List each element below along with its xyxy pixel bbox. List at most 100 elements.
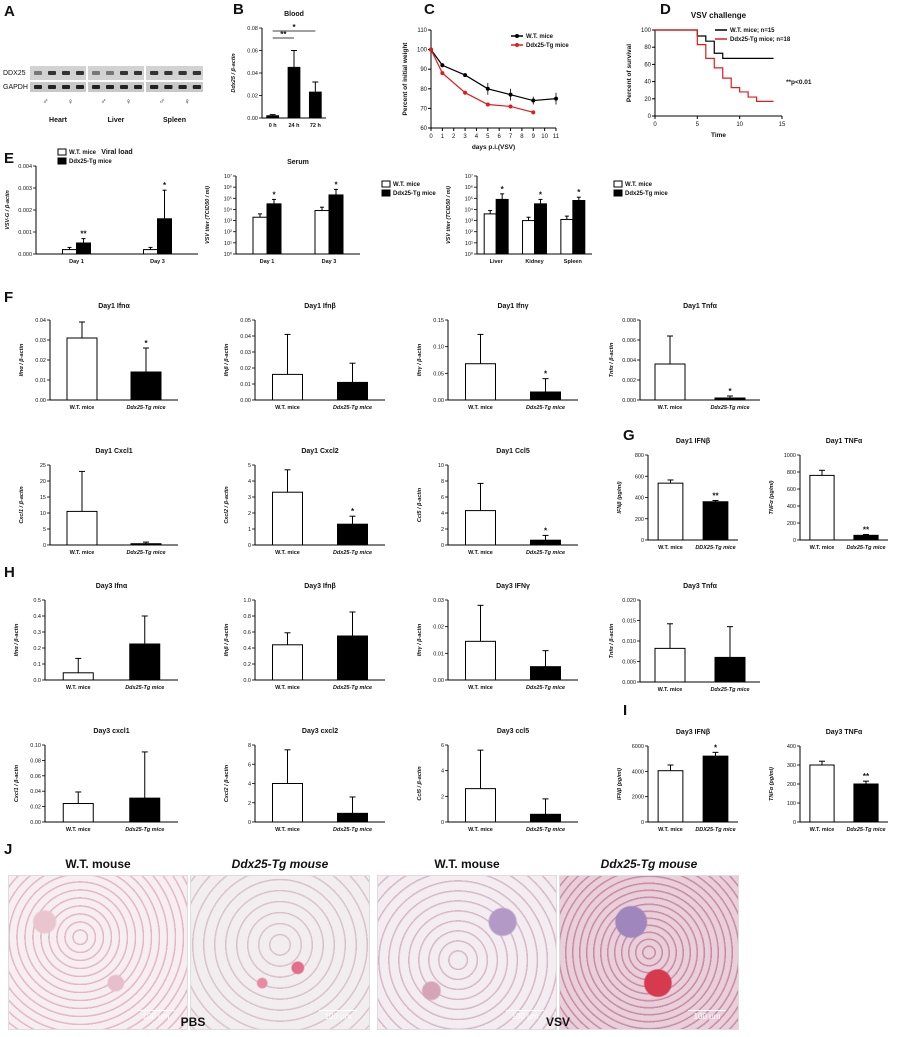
legend-swatch [613, 180, 623, 188]
histology-header: Ddx25-Tg mouse [600, 857, 698, 871]
y-tick-label: 600 [787, 487, 796, 493]
y-tick-label: 0.00 [247, 116, 258, 122]
x-axis-label: Time [711, 132, 726, 139]
y-tick-label: 0.0 [243, 678, 251, 684]
x-tick-label: 5 [696, 122, 700, 128]
legend-swatch [381, 180, 391, 188]
figure-canvas: A B C D E F G H I DDX25 GAPDH ♂ ♀ Heart ♂ ♀ Liver ♂ ♀ Splee… [3, 1, 888, 833]
panel-letter-F: F [4, 289, 13, 306]
y-tick-label: 0 [793, 820, 796, 826]
chart-F6: 0 1 2 3 4 5 Day1 Cxcl2 Cxcl2 / β-actin W.T. mice… [224, 448, 385, 556]
x-tick-label: Liver [490, 259, 504, 265]
y-tick-label: 0.4 [33, 614, 41, 620]
y-tick-label: 10⁷ [224, 173, 232, 180]
blot-lane-gapdh [146, 82, 203, 92]
y-tick-label: 2 [248, 511, 251, 517]
y-tick-label: 10⁷ [465, 173, 473, 180]
panel-letter-B: B [233, 1, 244, 18]
bar [130, 371, 162, 401]
data-point [463, 90, 468, 95]
chart-title: VSV challenge [691, 11, 747, 20]
significance-star: * [351, 507, 355, 516]
bar [483, 213, 497, 255]
y-tick-label: 0.00 [30, 820, 41, 826]
y-tick-label: 10³ [224, 219, 232, 225]
bar [314, 210, 330, 255]
male-symbol: ♂ [43, 97, 49, 106]
bar [337, 635, 368, 681]
blot-band [192, 71, 201, 75]
y-tick-label: 0.03 [240, 350, 251, 356]
x-tick-label: W.T. mice [468, 405, 493, 411]
legend-swatch [57, 157, 67, 165]
data-point [429, 47, 433, 52]
bar [809, 764, 835, 823]
y-tick-label: 10 [438, 463, 444, 469]
panel-letter-G: G [623, 427, 635, 444]
panel-letter-I: I [623, 702, 627, 719]
blot-band [48, 71, 56, 75]
bar [66, 337, 98, 401]
data-point [485, 86, 490, 91]
y-tick-label: 0.08 [247, 26, 258, 32]
chart-F7: 0 2 4 6 8 10 Day1 Ccl5 Ccl5 / β-actin W.T. mice *… [417, 448, 578, 556]
y-tick-label: 0.04 [247, 71, 258, 77]
blot-band [120, 85, 128, 89]
chart-title: Day3 cxcl1 [93, 728, 129, 735]
scale-bar: 100 μm [319, 1010, 357, 1021]
blot-lane-gapdh [30, 82, 86, 92]
y-axis-label: Ccl5 / β-actin [417, 766, 423, 801]
panel-letter-C: C [424, 1, 435, 18]
y-axis-label: VSV titer (TCID50 / ml) [205, 186, 211, 244]
data-point [440, 71, 445, 76]
y-tick-label: 2 [441, 527, 444, 533]
x-tick-label: W.T. mice [70, 550, 95, 556]
y-tick-label: 10⁰ [465, 251, 474, 258]
y-axis-label: Percent of survival [626, 44, 633, 102]
chart-title: Serum [287, 159, 309, 166]
bar [337, 523, 368, 546]
bar [853, 783, 879, 823]
x-tick-label: Ddx25-Tg mice [333, 550, 372, 556]
y-tick-label: 0.02 [247, 94, 258, 100]
data-point [485, 102, 490, 107]
chart-H3: 0.00 0.01 0.02 0.03 Day3 IFNγ Ifnγ / β-actin W… [417, 583, 578, 691]
histology-image: 100 μm [559, 875, 739, 1030]
y-tick-label: 0.020 [622, 598, 636, 604]
y-tick-label: 4 [441, 769, 444, 775]
y-tick-label: 0.8 [243, 614, 251, 620]
bar [572, 200, 586, 255]
x-tick-label: Ddx25-Tg mice [333, 827, 372, 833]
blot-band [150, 71, 159, 75]
blot-band [62, 85, 70, 89]
legend-swatch [613, 189, 623, 197]
bar [337, 812, 368, 823]
y-tick-label: 100 [417, 48, 428, 54]
x-tick-label: 3 [463, 134, 467, 140]
x-tick-label: Ddx25-Tg mice [526, 405, 565, 411]
y-tick-label: 5 [43, 527, 46, 533]
chart-title: Day3 IFNβ [676, 729, 711, 736]
x-tick-label: W.T. mice [66, 827, 91, 833]
scale-bar-label: 100 μm [511, 1012, 539, 1021]
legend-label: Ddx25-Tg mice; n=18 [730, 37, 791, 43]
y-tick-label: 0.00 [35, 398, 46, 404]
y-tick-label: 10² [465, 230, 473, 236]
chart-G1: 0 200 400 600 800 Day1 IFNβ IFNβ (pg/ml) W.T. m… [617, 438, 738, 551]
scale-bar: 100 μm [688, 1010, 726, 1021]
y-tick-label: 0.000 [622, 680, 636, 686]
y-tick-label: 0.0 [33, 678, 41, 684]
bar [465, 788, 496, 823]
chart-D: 0 20 40 60 80 100 0 5 10 15 VSV challenge Time Perce… [626, 11, 812, 139]
blot-band [34, 85, 42, 89]
y-tick-label: 0.010 [622, 639, 636, 645]
chart-E2: 10⁰ 10¹ 10² 10³ 10⁴ 10⁵ 10⁶ 10⁷ Serum VSV titer (… [205, 159, 436, 265]
x-tick-label: W.T. mice [658, 827, 683, 833]
bar [809, 474, 835, 541]
bar [157, 218, 172, 255]
chart-H1: 0.0 0.1 0.2 0.3 0.4 0.5 Day3 Ifnα Ifnα / β-acti… [14, 583, 178, 691]
bar [130, 543, 162, 546]
bar [530, 813, 561, 823]
x-tick-label: DDX25-Tg mice [695, 827, 735, 833]
y-tick-label: 0.04 [240, 334, 251, 340]
